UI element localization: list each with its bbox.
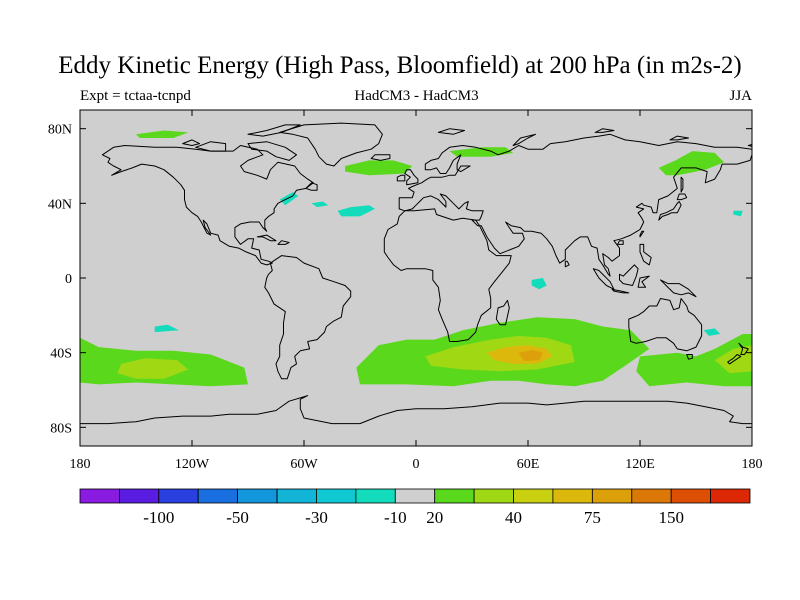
x-tick-label: 120E xyxy=(625,457,655,472)
coastline-sri-lanka xyxy=(564,260,570,268)
colorbar-swatch xyxy=(119,488,160,504)
colorbar-label: 20 xyxy=(426,508,443,527)
colorbar-label: -100 xyxy=(143,508,174,527)
region-arctic-greenland-green xyxy=(136,130,189,138)
coastline-victoria-island xyxy=(195,141,227,152)
colorbar-swatch xyxy=(552,488,593,504)
coastline-hainan xyxy=(617,240,624,245)
region-cyan-north-atlantic xyxy=(337,205,375,217)
colorbar-swatch xyxy=(79,488,120,504)
x-tick-label: 0 xyxy=(413,457,420,472)
coastline-cuba xyxy=(256,234,277,242)
region-australia-east-outer xyxy=(636,334,752,387)
colorbar-swatch xyxy=(631,488,672,504)
coastline-severnaya-zemlya xyxy=(594,128,615,133)
colorbar-swatch xyxy=(592,488,633,504)
y-tick-label: 80N xyxy=(48,123,72,138)
region-southern-band-pacific-mid xyxy=(117,358,189,379)
coastline-java xyxy=(611,288,630,294)
colorbar-label: -30 xyxy=(305,508,328,527)
region-southern-band-indian-peak xyxy=(518,349,543,362)
coastline-sulawesi xyxy=(637,275,650,288)
colorbar-swatch xyxy=(316,488,357,504)
model-comparison-label: HadCM3 - HadCM3 xyxy=(354,88,479,104)
colorbar-swatch xyxy=(394,488,436,504)
colorbar-label: -50 xyxy=(226,508,249,527)
region-cyan-north-atlantic-small xyxy=(311,201,329,208)
region-nz-mid xyxy=(714,345,752,374)
coastlines xyxy=(80,122,752,446)
region-cyan-madagascar-east xyxy=(531,278,547,290)
coastline-north-america xyxy=(101,145,314,266)
coastline-iceland xyxy=(370,154,391,161)
coastline-sakhalin xyxy=(680,176,684,193)
coastline-nz-north xyxy=(738,342,749,355)
y-tick-label: 40N xyxy=(48,197,72,212)
coastline-nz-south xyxy=(727,354,742,365)
y-tick-label: 80S xyxy=(50,421,72,436)
region-cyan-nw-pacific xyxy=(733,210,743,217)
coastline-newfoundland xyxy=(305,182,318,191)
coastline-hispaniola xyxy=(277,240,290,245)
colorbar-swatch xyxy=(513,488,554,504)
x-tick-label: 180 xyxy=(70,457,91,472)
y-tick-label: 40S xyxy=(50,347,72,362)
coastline-greenland xyxy=(279,122,383,167)
season-label: JJA xyxy=(729,88,752,104)
coastline-wrangel xyxy=(747,144,752,147)
coastline-philippines xyxy=(639,243,652,266)
colorbar-label: 75 xyxy=(584,508,601,527)
colorbar-swatch xyxy=(710,488,751,504)
x-tick-label: 180 xyxy=(742,457,763,472)
coastline-madagascar xyxy=(495,299,510,326)
x-tick-label: 120W xyxy=(175,457,210,472)
coastline-taiwan xyxy=(639,230,645,238)
anomaly-regions xyxy=(80,130,752,387)
colorbar-swatch xyxy=(237,488,278,504)
region-cyan-south-pacific xyxy=(154,324,179,333)
coastline-australia xyxy=(628,298,703,352)
coastline-borneo xyxy=(619,264,639,286)
map-title: Eddy Kinetic Energy (High Pass, Bloomfie… xyxy=(58,52,742,79)
coastline-novaya-zemlya xyxy=(512,133,536,146)
colorbar-swatch xyxy=(434,488,475,504)
x-tick-label: 60E xyxy=(517,457,540,472)
coastline-south-america xyxy=(264,255,352,380)
colorbar-swatch xyxy=(197,488,238,504)
region-north-atlantic-green xyxy=(345,160,413,176)
map-background xyxy=(80,110,752,446)
colorbar-label: -10 xyxy=(384,508,407,527)
coastline-ireland xyxy=(396,174,406,182)
coastline-great-britain xyxy=(404,169,419,186)
x-tick-label: 60W xyxy=(290,457,318,472)
coastline-new-guinea xyxy=(660,279,697,298)
coastline-banks-island xyxy=(182,139,200,146)
colorbar-label: 40 xyxy=(505,508,522,527)
coastline-antarctica xyxy=(80,395,752,446)
map-axes: 180 120W 60W 0 60E 120E 180 80N 40N 0 40S 80S xyxy=(48,110,763,472)
colorbar-swatch xyxy=(276,488,317,504)
coastline-svalbard xyxy=(437,128,465,135)
region-kamchatka-green xyxy=(658,151,724,176)
colorbar-swatch xyxy=(355,488,396,504)
coastline-ellesmere xyxy=(247,124,301,137)
colorbar-swatch xyxy=(670,488,712,504)
coastline-tasmania xyxy=(686,354,693,360)
experiment-label: Expt = tctaa-tcnpd xyxy=(80,88,191,104)
colorbar: -100 -50 -30 -10 20 40 75 150 xyxy=(79,488,751,527)
coastline-hokkaido xyxy=(676,193,688,201)
colorbar-swatch xyxy=(158,488,199,504)
coastline-africa xyxy=(383,208,512,342)
y-tick-label: 0 xyxy=(65,272,72,287)
coastline-baffin xyxy=(247,141,297,161)
coastline-new-siberian xyxy=(669,135,689,141)
coastline-japan xyxy=(658,201,682,221)
colorbar-swatch xyxy=(473,488,514,504)
region-cyan-tasman xyxy=(703,328,721,336)
colorbar-label: 150 xyxy=(658,508,684,527)
